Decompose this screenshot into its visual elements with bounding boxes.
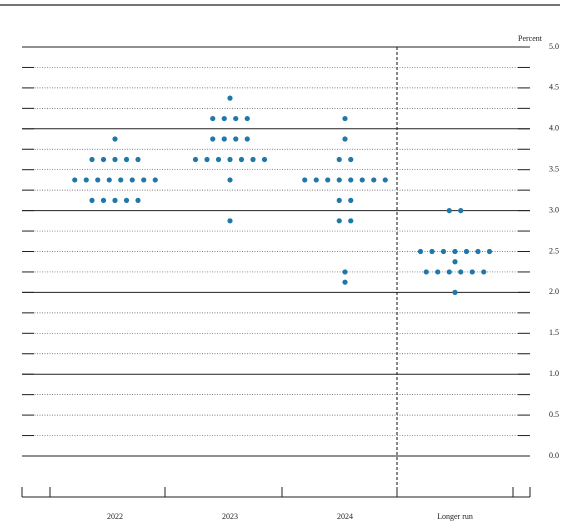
dot (152, 177, 158, 183)
dot (382, 177, 388, 183)
dot (348, 156, 354, 163)
dot (227, 218, 233, 224)
dot (336, 156, 342, 163)
dot (481, 269, 487, 275)
dot (233, 136, 239, 142)
dot (348, 177, 354, 183)
y-tick-label: 0.0 (549, 451, 559, 460)
dot (89, 156, 95, 163)
dot (141, 177, 147, 183)
dot (342, 279, 348, 285)
dot (227, 177, 233, 183)
dot (325, 177, 331, 183)
x-tick-label: Longer run (437, 512, 473, 521)
dot (227, 95, 233, 101)
dot (336, 177, 342, 183)
dot (463, 248, 470, 255)
dot (417, 248, 424, 255)
dot (83, 177, 89, 183)
dot (313, 177, 319, 183)
dot (106, 177, 112, 183)
dot (238, 156, 245, 163)
dot (371, 177, 377, 183)
y-tick-label: 3.5 (549, 165, 559, 174)
dot (215, 156, 222, 163)
dot (129, 177, 135, 183)
dot (452, 248, 458, 255)
dot (135, 197, 141, 203)
dot (446, 269, 452, 275)
y-tick-label: 1.0 (549, 369, 559, 378)
y-tick-label: 1.5 (549, 328, 559, 337)
dot (348, 197, 354, 203)
dot (118, 177, 124, 183)
dot (72, 177, 78, 183)
x-tick-label: 2022 (107, 512, 123, 521)
dot (336, 218, 342, 224)
dot (440, 248, 447, 255)
dot (469, 269, 475, 275)
dot (204, 156, 210, 163)
y-tick-label: 4.5 (549, 83, 559, 92)
dot (123, 156, 130, 163)
dot (261, 156, 268, 163)
y-tick-label: 4.0 (549, 124, 559, 133)
dot (342, 269, 348, 275)
dot (302, 177, 308, 183)
y-tick-label: 2.5 (549, 246, 559, 255)
dot (210, 115, 216, 122)
dot (244, 136, 250, 142)
dot (227, 156, 233, 163)
dot (342, 136, 348, 142)
y-tick-label: 5.0 (549, 42, 559, 51)
dot (100, 156, 107, 163)
dot (250, 156, 256, 163)
dot (244, 115, 250, 122)
dot (89, 197, 95, 203)
dot (348, 218, 354, 224)
dot (452, 289, 458, 295)
dot (112, 197, 118, 203)
x-tick-label: 2023 (222, 512, 238, 521)
dot (135, 156, 141, 163)
dot (475, 248, 481, 255)
dot (359, 177, 365, 183)
dot (112, 136, 118, 142)
dot (423, 269, 429, 275)
dot (435, 269, 441, 275)
dot (452, 259, 458, 265)
dot (221, 136, 227, 142)
y-axis-label: Percent (518, 34, 543, 43)
y-tick-label: 2.0 (549, 287, 559, 296)
dot (95, 177, 101, 183)
dot (429, 248, 435, 255)
dot (336, 197, 342, 203)
dot (446, 208, 452, 214)
dot (100, 197, 107, 203)
dot (210, 136, 216, 142)
dot (486, 248, 493, 255)
dot (221, 115, 227, 122)
dot (192, 156, 199, 163)
dot (123, 197, 130, 203)
y-tick-label: 3.0 (549, 205, 559, 214)
y-tick-label: 0.5 (549, 410, 559, 419)
x-tick-label: 2024 (337, 512, 353, 521)
dot (342, 115, 348, 122)
dot (112, 156, 118, 163)
dot (458, 208, 464, 214)
dot (458, 269, 464, 275)
dot (233, 115, 239, 122)
